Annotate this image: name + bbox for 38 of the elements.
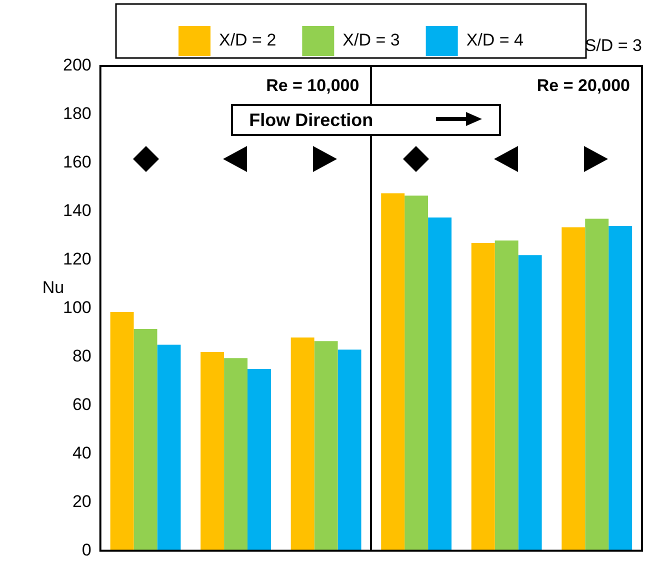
annotation: Re = 20,000 — [536, 76, 630, 96]
bar — [248, 369, 271, 551]
y-tick-label: 100 — [62, 298, 92, 318]
bar — [562, 227, 586, 551]
legend-label: X/D = 4 — [466, 30, 524, 50]
bar — [471, 242, 495, 551]
y-tick-label: 20 — [72, 492, 92, 512]
y-tick-label: 140 — [62, 201, 92, 220]
y-axis-title: Nu — [42, 278, 64, 298]
y-tick-label: 160 — [62, 152, 92, 172]
y-tick-label: 80 — [72, 346, 92, 366]
y-tick-label: 120 — [62, 250, 92, 269]
y-tick-label: 0 — [82, 540, 92, 560]
bar — [110, 312, 134, 551]
legend-label: X/D = 3 — [342, 30, 400, 50]
y-tick-label: 60 — [72, 395, 92, 414]
bar — [404, 196, 428, 551]
bar — [608, 226, 632, 551]
bar — [494, 240, 518, 551]
y-tick-label: 200 — [62, 56, 92, 75]
text: S/D = 3 — [584, 36, 642, 56]
bar — [428, 218, 452, 551]
bar — [585, 218, 609, 551]
y-tick-label: 180 — [62, 104, 92, 124]
annotation: Re = 10,000 — [266, 76, 360, 96]
bar — [200, 352, 224, 551]
bar — [134, 329, 158, 551]
bar — [224, 358, 248, 551]
annotation: Flow Direction — [249, 110, 374, 131]
bar — [290, 337, 314, 551]
bar — [518, 255, 542, 551]
text-box: Flow Direction — [231, 104, 502, 136]
legend-label: X/D = 2 — [219, 30, 276, 50]
y-tick-label: 40 — [72, 444, 92, 463]
bar — [314, 341, 338, 551]
bar — [338, 350, 362, 551]
bar — [381, 193, 405, 551]
bar — [157, 344, 181, 551]
